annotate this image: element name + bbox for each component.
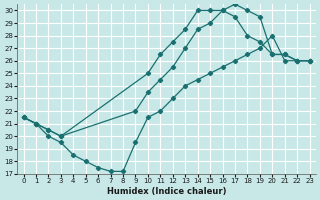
X-axis label: Humidex (Indice chaleur): Humidex (Indice chaleur) (107, 187, 226, 196)
